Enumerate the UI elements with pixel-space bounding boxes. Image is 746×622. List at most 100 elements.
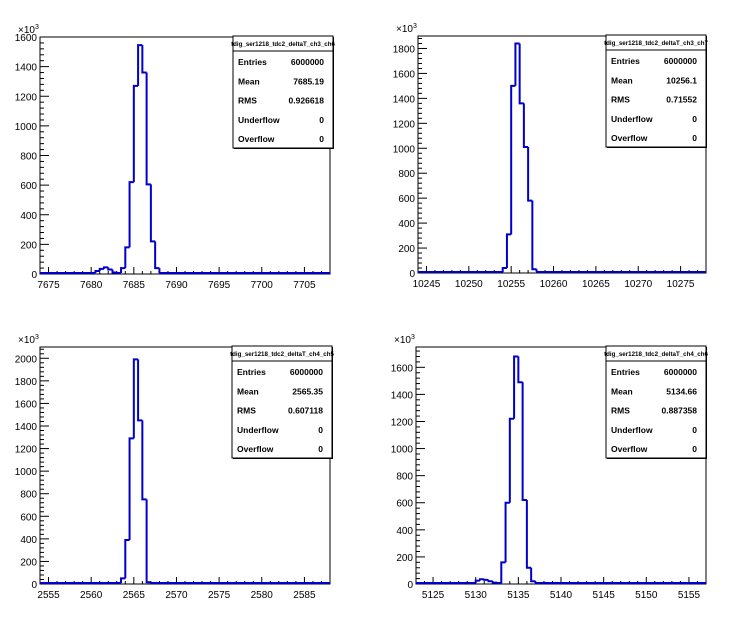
y-tick-label: 400 xyxy=(20,535,37,546)
stats-box-frame xyxy=(231,345,333,459)
stats-box: tdig_ser1218_tdc2_deltaT_ch3_ch7 Entries 6… xyxy=(604,34,708,148)
y-tick-label: 200 xyxy=(20,240,37,251)
x-tick-label: 5130 xyxy=(465,590,488,601)
x-tick-label: 10255 xyxy=(497,279,525,290)
y-tick-label: 1000 xyxy=(393,144,416,155)
histogram-bin xyxy=(124,538,130,579)
histogram-bin xyxy=(132,84,139,183)
stats-value: 6000000 xyxy=(291,57,324,67)
stats-label: Mean xyxy=(611,386,633,396)
y-multiplier-base: ×10 xyxy=(394,335,411,346)
y-tick-label: 1200 xyxy=(391,417,414,428)
stats-value: 0 xyxy=(318,444,323,454)
y-tick-label: 1000 xyxy=(391,445,414,456)
histogram-bin xyxy=(522,103,529,149)
stats-box-frame xyxy=(605,34,707,148)
x-tick-label: 5135 xyxy=(507,590,530,601)
stats-label: Underflow xyxy=(611,114,653,124)
x-tick-label: 5155 xyxy=(678,590,701,601)
stats-title: tdig_ser1218_tdc2_deltaT_ch4_ch6 xyxy=(604,351,708,358)
histogram-bin xyxy=(102,266,109,269)
y-tick-label: 400 xyxy=(398,219,415,230)
y-multiplier-base: ×10 xyxy=(18,25,35,36)
stats-value: 0 xyxy=(692,133,697,143)
x-tick-label: 5140 xyxy=(550,590,573,601)
stats-label: Underflow xyxy=(237,425,279,435)
stats-value: 0.887358 xyxy=(662,406,698,416)
histogram-bin xyxy=(530,567,536,583)
x-tick-label: 10265 xyxy=(582,279,610,290)
histogram-bin xyxy=(531,200,537,271)
stats-label: Entries xyxy=(237,367,266,377)
y-tick-label: 600 xyxy=(398,194,415,205)
y-tick-label: 2000 xyxy=(15,354,38,365)
y-tick-label: 0 xyxy=(31,580,37,591)
histogram-bin xyxy=(154,241,160,270)
stats-label: Overflow xyxy=(238,134,275,144)
histogram-bin xyxy=(501,267,507,272)
stats-value: 6000000 xyxy=(664,367,697,377)
y-tick-label: 1800 xyxy=(393,44,416,55)
y-multiplier: ×103 xyxy=(396,23,417,35)
histogram-panel-1: 0 200 400 600 800 1000 1200 1400 1600 7675 7680 768… xyxy=(15,24,336,291)
y-tick-label: 1800 xyxy=(15,377,38,388)
stats-value: 0 xyxy=(319,134,324,144)
stats-value: 7685.19 xyxy=(293,76,324,86)
x-tick-label: 2570 xyxy=(165,590,188,601)
histogram-bin xyxy=(111,269,117,274)
x-tick-label: 2560 xyxy=(80,590,103,601)
y-tick-label: 200 xyxy=(396,553,413,564)
histogram-bin xyxy=(124,246,130,269)
histogram-bin xyxy=(514,42,520,86)
y-tick-label: 1400 xyxy=(391,390,414,401)
x-tick-label: 7680 xyxy=(80,280,103,291)
stats-value: 6000000 xyxy=(664,56,697,66)
histogram-bin xyxy=(137,44,143,86)
stats-value: 2565.35 xyxy=(292,386,323,396)
x-tick-label: 2580 xyxy=(251,590,274,601)
y-tick-label: 400 xyxy=(20,211,37,222)
histogram-bin xyxy=(487,579,493,583)
histogram-bin xyxy=(483,578,489,581)
y-tick-label: 1400 xyxy=(393,94,416,105)
x-tick-label: 5125 xyxy=(422,590,445,601)
stats-label: Mean xyxy=(238,76,260,86)
histogram-bin xyxy=(149,184,156,243)
x-tick-label: 2575 xyxy=(208,590,231,601)
histogram-bin xyxy=(505,233,512,269)
x-tick-label: 10245 xyxy=(413,279,441,290)
y-tick-label: 1600 xyxy=(15,399,38,410)
stats-title: tdig_ser1218_tdc2_deltaT_ch3_ch7 xyxy=(604,40,708,47)
histogram-bin xyxy=(527,147,533,202)
histogram-bin xyxy=(137,359,143,422)
histogram-bin xyxy=(141,45,147,74)
y-multiplier-exp: 3 xyxy=(411,334,415,341)
histogram-bin xyxy=(474,579,480,583)
stats-box: tdig_ser1218_tdc2_deltaT_ch3_ch6 Entries 6… xyxy=(231,35,335,149)
y-tick-label: 800 xyxy=(396,472,413,483)
x-tick-label: 2565 xyxy=(123,590,146,601)
stats-box: tdig_ser1218_tdc2_deltaT_ch4_ch6 Entries 6… xyxy=(604,345,708,459)
histogram-bin xyxy=(478,578,485,581)
stats-label: Underflow xyxy=(611,425,653,435)
x-tick-label: 7685 xyxy=(123,280,146,291)
histogram-bin xyxy=(525,500,532,569)
x-tick-label: 7700 xyxy=(251,280,274,291)
stats-title: tdig_ser1218_tdc2_deltaT_ch3_ch6 xyxy=(231,41,335,48)
x-tick-label: 7675 xyxy=(37,280,60,291)
histogram-bin xyxy=(491,581,498,584)
stats-label: Overflow xyxy=(611,444,648,454)
stats-box: tdig_ser1218_tdc2_deltaT_ch4_ch5 Entries 6… xyxy=(230,345,334,459)
x-tick-label: 7690 xyxy=(165,280,188,291)
histogram-bin xyxy=(98,267,104,272)
y-tick-label: 1600 xyxy=(15,33,38,44)
stats-value: 10256.1 xyxy=(666,75,697,85)
y-tick-label: 1400 xyxy=(15,422,38,433)
histogram-bin xyxy=(107,267,113,271)
stats-label: Mean xyxy=(237,386,259,396)
stats-value: 0 xyxy=(319,115,324,125)
histogram-bin xyxy=(504,501,510,563)
stats-label: RMS xyxy=(611,406,630,416)
histogram-bin xyxy=(500,561,506,583)
histogram-bin xyxy=(128,181,134,248)
